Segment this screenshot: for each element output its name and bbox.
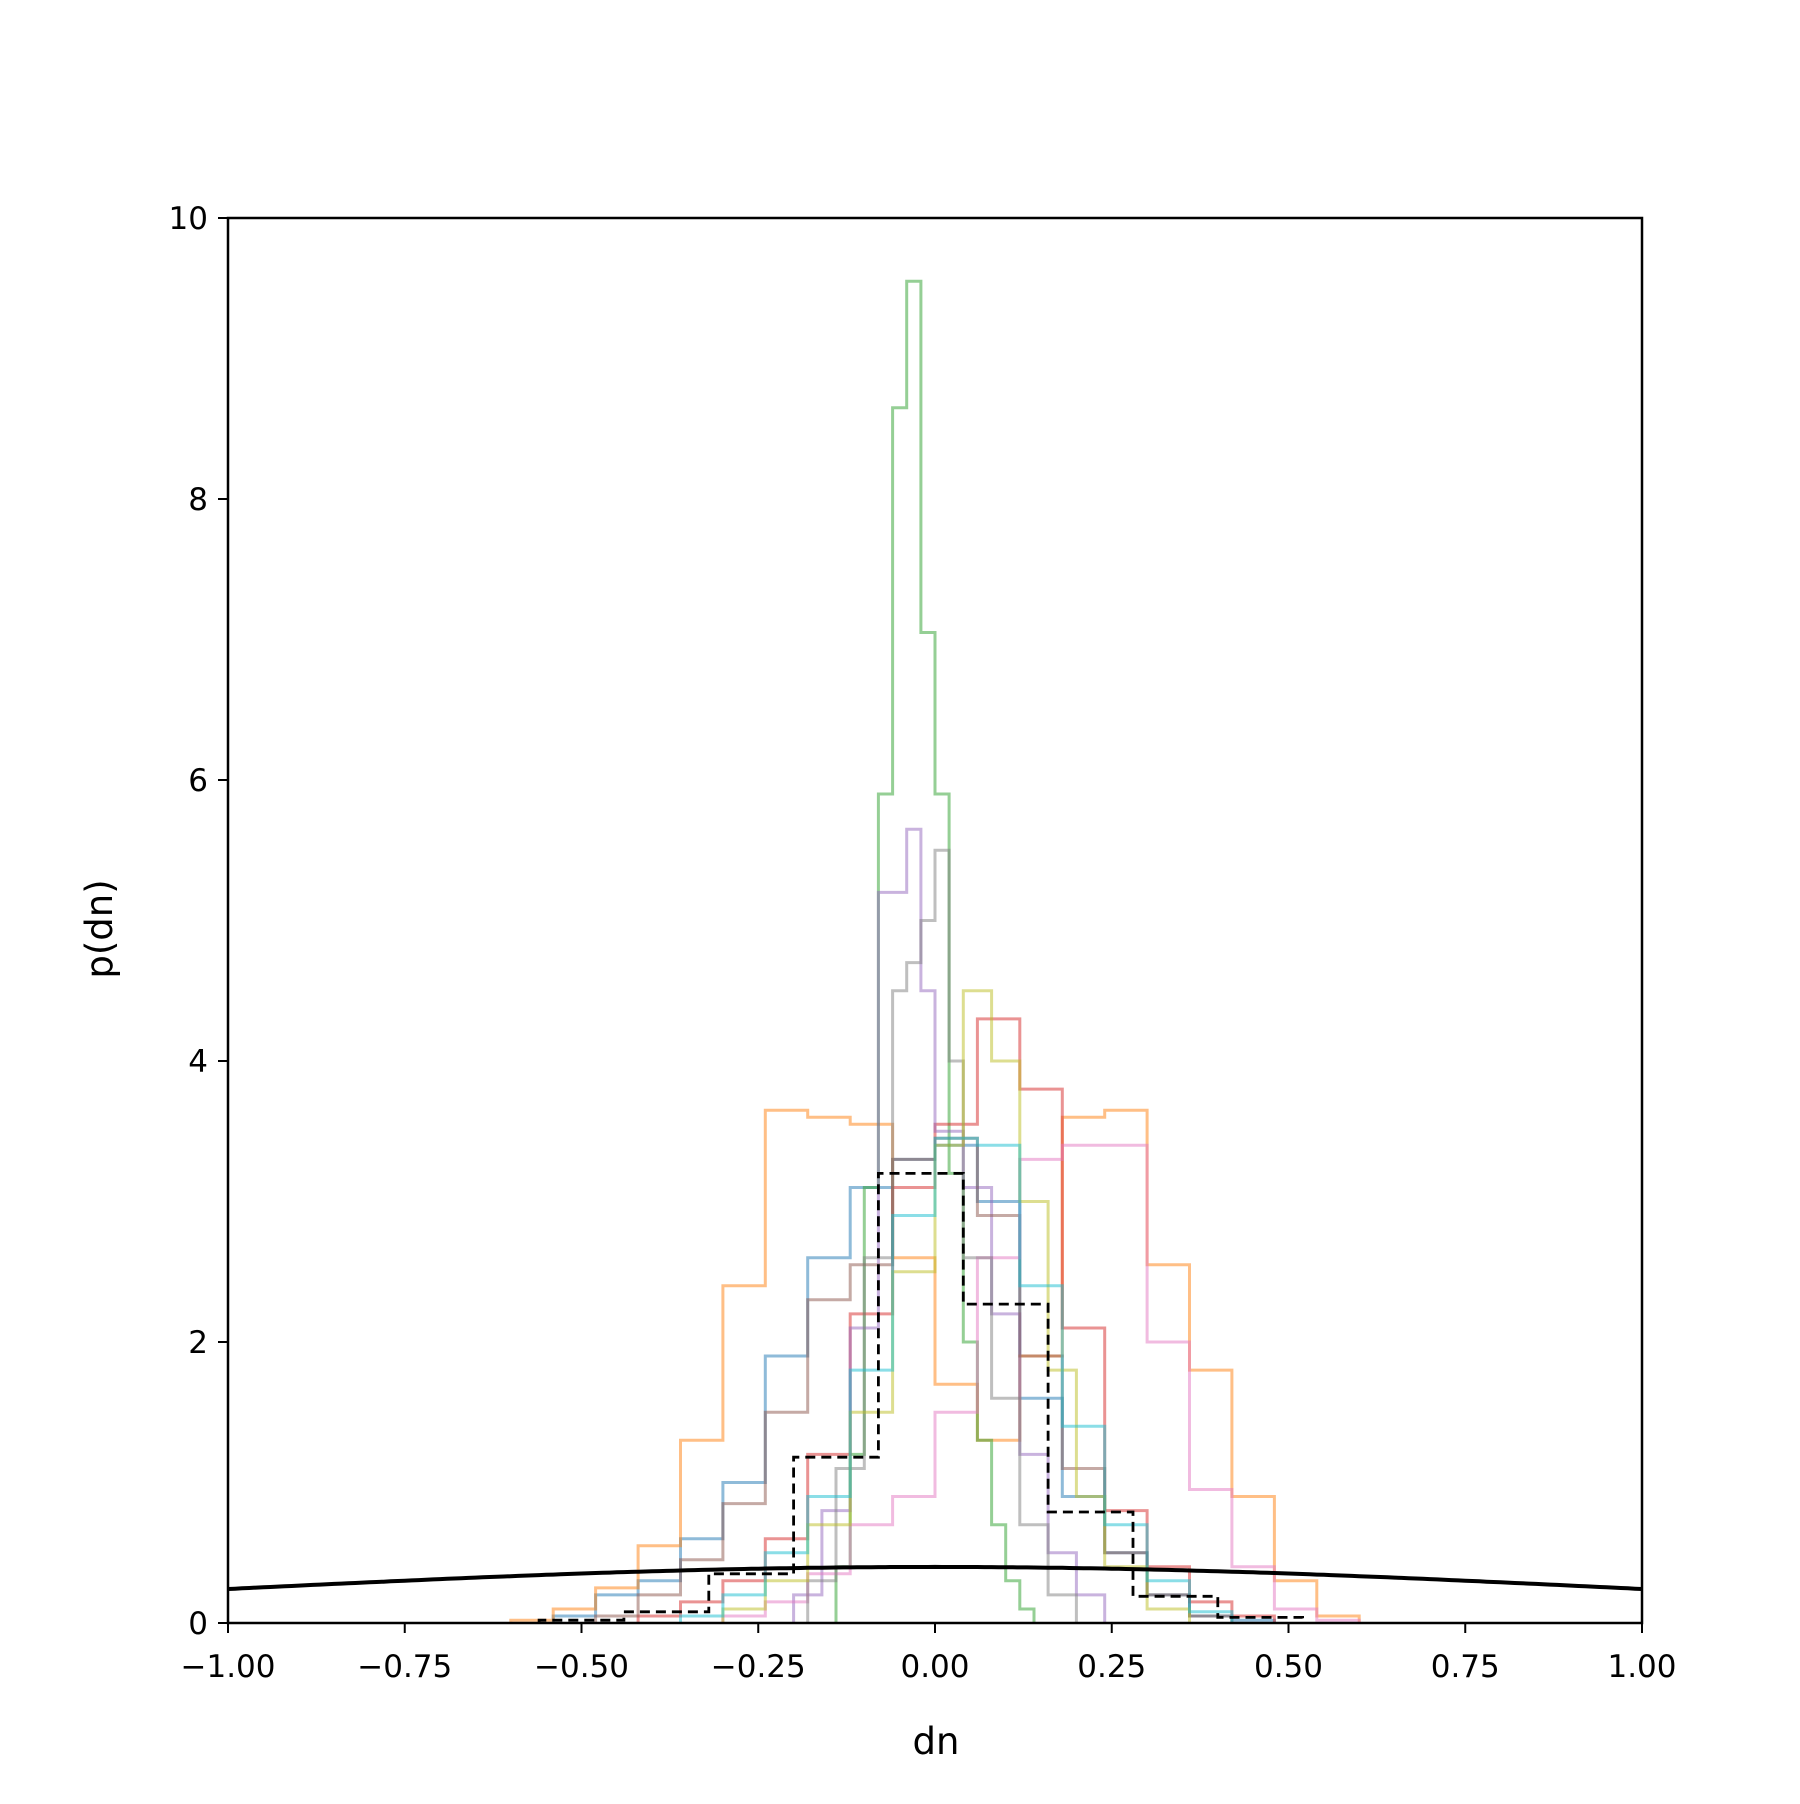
x-tick-label: 1.00 <box>1607 1649 1676 1685</box>
y-tick-label: 4 <box>188 1044 208 1080</box>
y-tick-label: 0 <box>188 1606 208 1642</box>
histogram-7 <box>721 1143 1361 1623</box>
histogram-4 <box>636 1017 1276 1623</box>
x-tick-label: 0.25 <box>1077 1649 1146 1685</box>
histogram-dashed <box>537 1172 1304 1623</box>
x-tick-label: −0.75 <box>357 1649 452 1685</box>
y-tick-label: 10 <box>169 201 208 237</box>
x-tick-label: −0.50 <box>534 1649 629 1685</box>
axes: −1.00 −0.75 −0.50 −0.25 0.00 0.25 0.50 0.75 1.00… <box>169 201 1677 1685</box>
gaussian-curve <box>228 1564 1642 1591</box>
histogram-2 <box>509 1108 1361 1623</box>
x-axis-label: dn <box>913 1720 960 1763</box>
y-axis-label: p(dn) <box>78 879 121 978</box>
x-tick-label: 0.00 <box>900 1649 969 1685</box>
y-tick-label: 8 <box>188 482 208 518</box>
x-tick-label: 0.75 <box>1431 1649 1500 1685</box>
histogram-9 <box>721 989 1191 1623</box>
y-tick-label: 2 <box>188 1325 208 1361</box>
x-tick-label: 0.50 <box>1254 1649 1323 1685</box>
x-tick-label: −0.25 <box>711 1649 806 1685</box>
histogram-10 <box>679 1136 1234 1623</box>
histogram-3 <box>834 279 1036 1623</box>
y-tick-label: 6 <box>188 763 208 799</box>
plot-area <box>228 279 1642 1623</box>
histogram-6 <box>594 1136 1234 1623</box>
histogram-8 <box>806 848 1078 1623</box>
x-tick-label: −1.00 <box>181 1649 276 1685</box>
